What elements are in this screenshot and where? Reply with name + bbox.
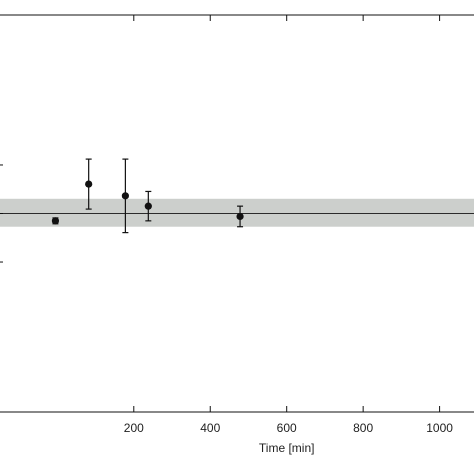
x-axis-label: Time [min]	[259, 441, 315, 455]
x-ticks: 200 400 600 800 1000	[124, 15, 453, 435]
data-point	[51, 217, 60, 225]
x-tick-label: 600	[277, 421, 297, 435]
data-point	[144, 202, 152, 210]
chart-axes	[0, 14, 474, 413]
reference-band	[0, 198, 474, 227]
data-point	[121, 192, 129, 200]
x-tick-label: 400	[200, 421, 220, 435]
data-point	[85, 180, 93, 188]
x-tick-label: 200	[124, 421, 144, 435]
data-points	[51, 180, 244, 225]
x-tick-label: 1000	[426, 421, 453, 435]
data-point	[236, 212, 244, 221]
x-tick-label: 800	[353, 421, 373, 435]
